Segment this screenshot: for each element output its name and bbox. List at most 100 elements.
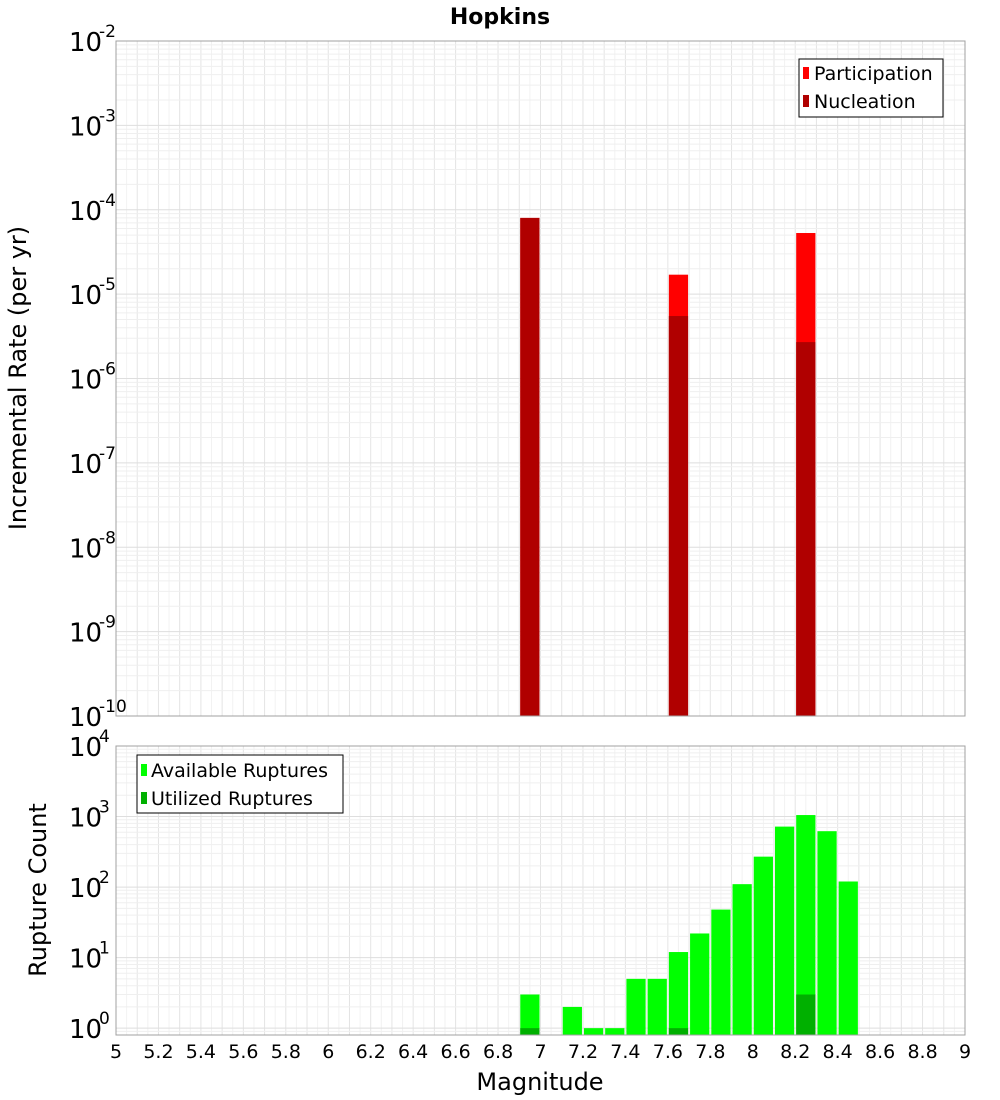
y-tick-exponent: -9 xyxy=(99,613,116,633)
x-axis-ticks: 5 5.2 5.4 5.6 5.8 6 6.2 6.4 6.6 6.8 7 7.2 7.4 7.6 7.8 8… xyxy=(110,1041,971,1063)
y-tick-exponent: 3 xyxy=(99,798,110,818)
y-tick-base: 10 xyxy=(69,450,102,480)
y-tick-exponent: -5 xyxy=(99,275,116,295)
y-tick-exponent: -7 xyxy=(99,444,116,464)
x-tick-label: 7.8 xyxy=(695,1041,725,1063)
chart-title: Hopkins xyxy=(450,5,550,30)
y-tick-label: 10-4 xyxy=(69,191,116,227)
x-tick-label: 5 xyxy=(110,1041,122,1063)
y-tick-base: 10 xyxy=(69,281,102,311)
y-tick-label: 102 xyxy=(69,868,110,904)
rate-plot-border xyxy=(115,40,966,717)
bar-available-ruptures xyxy=(626,978,646,1035)
x-axis-label: Magnitude xyxy=(476,1068,603,1096)
x-tick-label: 6.4 xyxy=(398,1041,428,1063)
y-tick-exponent: 4 xyxy=(99,727,110,747)
rate-y-axis-label: Incremental Rate (per yr) xyxy=(4,226,32,530)
bar-available-ruptures xyxy=(520,994,540,1035)
legend-swatch-utilized xyxy=(141,792,147,804)
y-tick-exponent: 0 xyxy=(99,1009,110,1029)
y-tick-exponent: -4 xyxy=(99,191,116,211)
x-tick-label: 7.2 xyxy=(568,1041,598,1063)
y-tick-label: 10-8 xyxy=(69,528,116,564)
y-tick-label: 10-3 xyxy=(69,106,116,142)
y-tick-label: 103 xyxy=(69,798,110,834)
bar-available-ruptures xyxy=(838,881,858,1035)
y-tick-base: 10 xyxy=(69,1015,102,1045)
bar-available-ruptures xyxy=(668,952,689,1035)
bar-available-ruptures xyxy=(583,1028,604,1035)
y-tick-exponent: -3 xyxy=(99,106,116,126)
y-tick-base: 10 xyxy=(69,619,102,649)
bar-utilized-ruptures xyxy=(668,1028,689,1035)
bar-available-ruptures xyxy=(690,933,710,1035)
y-tick-exponent: 1 xyxy=(99,939,110,959)
y-tick-exponent: -10 xyxy=(99,697,127,717)
bar-available-ruptures xyxy=(711,909,731,1035)
y-tick-base: 10 xyxy=(69,874,102,904)
bar-nucleation xyxy=(796,342,816,716)
x-tick-label: 8.4 xyxy=(823,1041,853,1063)
bar-available-ruptures xyxy=(753,856,773,1035)
x-tick-label: 5.8 xyxy=(271,1041,301,1063)
rate-legend: Participation Nucleation xyxy=(798,58,944,118)
rate-plot-bars xyxy=(520,217,816,716)
y-tick-base: 10 xyxy=(69,534,102,564)
y-tick-exponent: -8 xyxy=(99,528,116,548)
bar-utilized-ruptures xyxy=(796,994,816,1035)
x-tick-label: 8.6 xyxy=(865,1041,895,1063)
bar-available-ruptures xyxy=(605,1028,625,1035)
x-tick-label: 6.8 xyxy=(483,1041,513,1063)
x-tick-label: 7.6 xyxy=(653,1041,683,1063)
legend-swatch-available xyxy=(141,764,147,776)
y-tick-label: 10-5 xyxy=(69,275,116,311)
x-tick-label: 9 xyxy=(959,1041,971,1063)
y-tick-base: 10 xyxy=(69,945,102,975)
rate-legend-box xyxy=(798,58,944,118)
x-tick-label: 6 xyxy=(322,1041,334,1063)
legend-swatch-nucleation xyxy=(803,95,809,107)
x-tick-label: 7.4 xyxy=(610,1041,640,1063)
y-tick-base: 10 xyxy=(69,112,102,142)
count-plot-border xyxy=(115,745,966,1036)
legend-swatch-participation xyxy=(803,67,809,79)
x-tick-label: 8.2 xyxy=(780,1041,810,1063)
y-tick-base: 10 xyxy=(69,804,102,834)
x-tick-label: 6.6 xyxy=(440,1041,470,1063)
y-tick-label: 100 xyxy=(69,1009,110,1045)
y-tick-base: 10 xyxy=(69,197,102,227)
x-tick-label: 7 xyxy=(534,1041,546,1063)
x-tick-label: 8.8 xyxy=(907,1041,937,1063)
bar-utilized-ruptures xyxy=(520,1028,540,1035)
x-tick-label: 5.6 xyxy=(228,1041,258,1063)
y-tick-label: 10-10 xyxy=(69,697,127,733)
bar-available-ruptures xyxy=(817,831,837,1035)
y-tick-label: 10-2 xyxy=(69,22,116,58)
legend-label-utilized: Utilized Ruptures xyxy=(151,788,313,810)
x-tick-label: 5.4 xyxy=(186,1041,216,1063)
count-plot-bars xyxy=(520,815,858,1035)
legend-label-participation: Participation xyxy=(814,63,933,85)
y-tick-base: 10 xyxy=(69,366,102,396)
legend-label-nucleation: Nucleation xyxy=(814,91,916,113)
y-tick-base: 10 xyxy=(69,703,102,733)
rate-plot-grid xyxy=(115,40,966,717)
bar-available-ruptures xyxy=(732,884,752,1035)
count-y-axis-label: Rupture Count xyxy=(24,803,52,977)
y-tick-label: 10-9 xyxy=(69,613,116,649)
y-tick-label: 10-7 xyxy=(69,444,116,480)
y-tick-base: 10 xyxy=(69,28,102,58)
bar-available-ruptures xyxy=(562,1006,582,1035)
bar-available-ruptures xyxy=(774,826,795,1035)
bar-available-ruptures xyxy=(647,978,667,1035)
bar-available-ruptures xyxy=(796,815,816,1035)
bar-nucleation xyxy=(520,217,540,716)
bar-nucleation xyxy=(668,316,689,716)
y-tick-label: 101 xyxy=(69,939,110,975)
y-tick-exponent: 2 xyxy=(99,868,110,888)
y-tick-exponent: -2 xyxy=(99,22,116,42)
